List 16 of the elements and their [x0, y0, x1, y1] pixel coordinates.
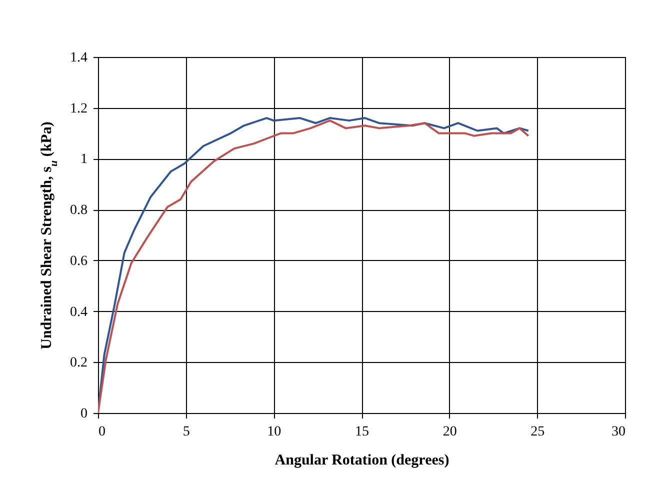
- y-tick-label: 0.6: [70, 254, 88, 269]
- x-tick-label: 25: [530, 424, 545, 440]
- y-tick-label: 0: [80, 406, 88, 422]
- y-tick-label: 1.2: [70, 101, 88, 116]
- y-tick-label: 1: [80, 152, 88, 168]
- x-tick-label: 0: [98, 424, 106, 440]
- y-tick-label: 0.2: [70, 356, 88, 371]
- x-tick-label: 5: [182, 424, 190, 440]
- y-tick-label: 0.4: [70, 304, 88, 320]
- x-tick-label: 20: [442, 424, 457, 440]
- x-tick-label: 15: [355, 424, 369, 440]
- x-tick-label: 30: [612, 424, 626, 440]
- y-tick-label: 0.8: [70, 203, 88, 218]
- x-axis-title: Angular Rotation (degrees): [274, 452, 450, 468]
- x-tick-label: 10: [267, 424, 282, 440]
- y-tick-label: 1.4: [70, 50, 88, 66]
